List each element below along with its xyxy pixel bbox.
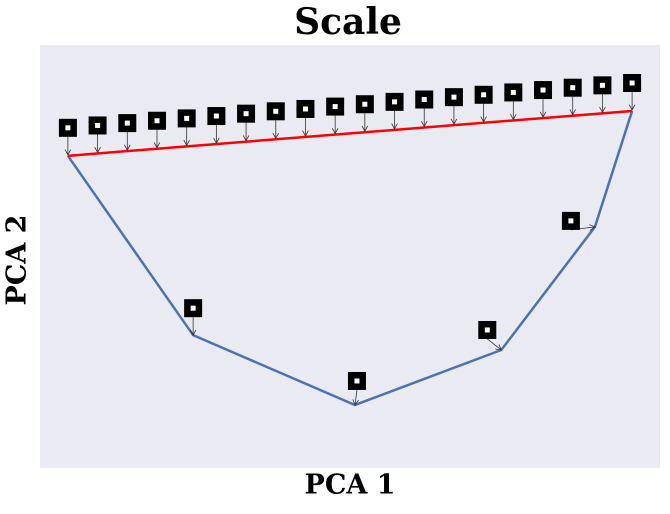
thumbnail-dot <box>95 122 101 128</box>
thumbnail-dot <box>154 118 160 124</box>
plot-area <box>40 45 660 468</box>
arrow-head <box>495 344 502 351</box>
thumbnail-dot <box>421 97 427 103</box>
chart-title: Scale <box>294 1 402 43</box>
arrow-head <box>183 139 190 147</box>
arrow-head <box>569 109 576 116</box>
thumbnail-dot <box>213 113 219 119</box>
arrow-head <box>510 113 517 121</box>
thumbnail-dot <box>184 115 190 121</box>
arrow-head <box>391 123 398 130</box>
thumbnail-dot <box>484 327 490 333</box>
arrow-head <box>361 125 369 133</box>
thumbnail-dot <box>190 305 196 311</box>
arrow-head <box>628 104 636 111</box>
thumbnail-dot <box>243 111 249 117</box>
thumbnail-dot <box>629 80 635 86</box>
thumbnail-dot <box>481 92 487 98</box>
arrow-head <box>94 147 101 154</box>
arrow-head <box>124 144 131 151</box>
arrow-head <box>153 142 161 149</box>
arrow-head <box>421 121 428 128</box>
thumbnail-dot <box>124 120 130 126</box>
arrow-head <box>189 329 197 337</box>
arrow-head <box>589 224 596 231</box>
arrow-head <box>64 149 72 156</box>
arrow-head <box>450 118 458 125</box>
arrow-head <box>213 137 220 144</box>
thumbnail-dot <box>510 89 516 95</box>
arrow-head <box>480 116 487 123</box>
thumbnail-dot <box>568 218 574 224</box>
thumbnail-dot <box>273 108 279 114</box>
arrow-head <box>599 106 606 114</box>
arrow-shaft <box>354 389 358 406</box>
x-axis-label: PCA 1 <box>305 470 396 501</box>
thumbnail-dot <box>451 94 457 100</box>
arrow-head <box>242 135 250 142</box>
thumbnail-dot <box>570 85 576 91</box>
arrow-head <box>331 128 339 135</box>
arrow-head <box>539 111 547 118</box>
thumbnail-dot <box>392 99 398 105</box>
series-line <box>66 110 634 407</box>
arrow-head <box>352 399 359 406</box>
arrow-head <box>272 132 279 140</box>
arrow-shaft <box>487 338 502 351</box>
thumbnail-dot <box>332 104 338 110</box>
arrow-head <box>302 130 309 137</box>
series-line <box>67 109 633 158</box>
thumbnail-dot <box>599 82 605 88</box>
thumbnail-dot <box>540 87 546 93</box>
y-axis-label: PCA 2 <box>2 215 33 306</box>
thumbnail-dot <box>302 106 308 112</box>
thumbnail-dot <box>362 101 368 107</box>
thumbnail-dot <box>65 125 71 131</box>
thumbnail-dot <box>354 378 360 384</box>
